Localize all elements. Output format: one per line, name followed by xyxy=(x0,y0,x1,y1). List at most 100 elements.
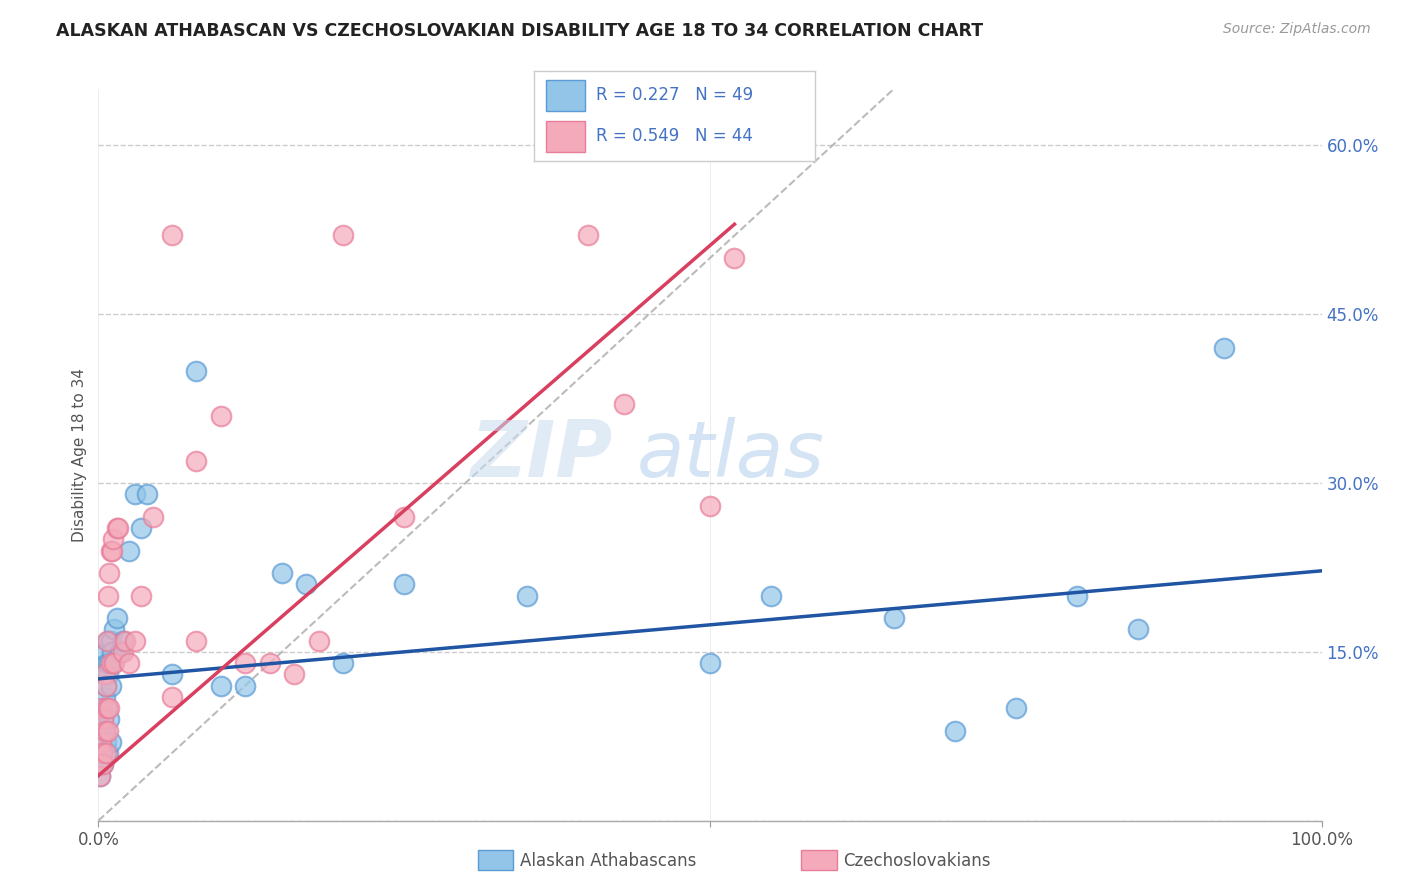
Point xyxy=(101,543,124,558)
Point xyxy=(93,723,115,738)
Text: ZIP: ZIP xyxy=(470,417,612,493)
Point xyxy=(761,589,783,603)
Point xyxy=(98,701,121,715)
Point xyxy=(91,746,114,760)
Point xyxy=(93,667,115,681)
Text: ALASKAN ATHABASCAN VS CZECHOSLOVAKIAN DISABILITY AGE 18 TO 34 CORRELATION CHART: ALASKAN ATHABASCAN VS CZECHOSLOVAKIAN DI… xyxy=(56,22,983,40)
Point xyxy=(283,667,305,681)
Point xyxy=(186,363,208,377)
Point xyxy=(883,611,905,625)
Point xyxy=(105,611,128,625)
Point xyxy=(91,701,114,715)
Point xyxy=(699,499,721,513)
Text: Source: ZipAtlas.com: Source: ZipAtlas.com xyxy=(1223,22,1371,37)
Point xyxy=(1004,701,1026,715)
Point xyxy=(943,723,966,738)
Bar xyxy=(546,121,585,152)
Point xyxy=(613,397,636,411)
Point xyxy=(103,623,125,637)
Point xyxy=(97,746,120,760)
Point xyxy=(105,521,128,535)
Point xyxy=(90,735,112,749)
Point xyxy=(98,712,121,726)
Point xyxy=(101,533,124,547)
Point xyxy=(259,656,281,670)
Point xyxy=(96,701,118,715)
Point xyxy=(91,701,114,715)
Point xyxy=(124,487,146,501)
Point xyxy=(100,543,122,558)
Point xyxy=(209,679,232,693)
Point xyxy=(392,509,416,524)
Text: Alaskan Athabascans: Alaskan Athabascans xyxy=(520,852,696,870)
Point xyxy=(91,746,114,760)
Point xyxy=(98,566,121,580)
Point xyxy=(118,543,141,558)
Point xyxy=(100,735,122,749)
Point xyxy=(96,701,118,715)
Point xyxy=(100,679,122,693)
Point xyxy=(118,656,141,670)
Point xyxy=(93,667,115,681)
Text: atlas: atlas xyxy=(637,417,824,493)
Text: R = 0.227   N = 49: R = 0.227 N = 49 xyxy=(596,87,754,104)
Point xyxy=(100,633,122,648)
Point xyxy=(111,633,134,648)
Point xyxy=(97,723,120,738)
Point xyxy=(136,487,159,501)
Point xyxy=(98,656,121,670)
Point xyxy=(1128,623,1150,637)
Point xyxy=(91,757,114,772)
Point xyxy=(89,769,111,783)
Point xyxy=(94,645,117,659)
Point xyxy=(111,645,134,659)
Point xyxy=(160,667,183,681)
Point xyxy=(114,633,136,648)
Point xyxy=(107,521,129,535)
Point xyxy=(160,690,183,704)
Point xyxy=(186,633,208,648)
Point xyxy=(96,633,118,648)
Point xyxy=(90,735,112,749)
Point xyxy=(392,577,416,591)
Point xyxy=(89,769,111,783)
Point xyxy=(96,656,118,670)
Point xyxy=(308,633,330,648)
Point xyxy=(94,679,117,693)
Point xyxy=(94,735,117,749)
Point xyxy=(94,679,117,693)
Point xyxy=(91,712,114,726)
Point xyxy=(1212,341,1234,355)
Point xyxy=(332,656,354,670)
Point xyxy=(124,633,146,648)
Point xyxy=(93,690,115,704)
Point xyxy=(97,667,120,681)
Point xyxy=(129,589,152,603)
Point xyxy=(97,633,120,648)
Point xyxy=(233,679,256,693)
Point xyxy=(103,656,125,670)
Point xyxy=(110,645,132,659)
Point xyxy=(101,645,124,659)
Point xyxy=(699,656,721,670)
Point xyxy=(142,509,165,524)
Point xyxy=(91,712,114,726)
Y-axis label: Disability Age 18 to 34: Disability Age 18 to 34 xyxy=(72,368,87,542)
Point xyxy=(1066,589,1088,603)
Point xyxy=(129,521,152,535)
Point xyxy=(515,589,537,603)
Bar xyxy=(546,80,585,111)
Point xyxy=(160,228,183,243)
Point xyxy=(93,723,115,738)
Point xyxy=(295,577,318,591)
Point xyxy=(97,589,120,603)
Point xyxy=(91,757,114,772)
Point xyxy=(576,228,599,243)
Point xyxy=(332,228,354,243)
Point xyxy=(209,409,232,423)
Point xyxy=(186,453,208,467)
Text: Czechoslovakians: Czechoslovakians xyxy=(844,852,991,870)
Text: R = 0.549   N = 44: R = 0.549 N = 44 xyxy=(596,128,754,145)
Point xyxy=(101,656,124,670)
Point xyxy=(270,566,294,580)
